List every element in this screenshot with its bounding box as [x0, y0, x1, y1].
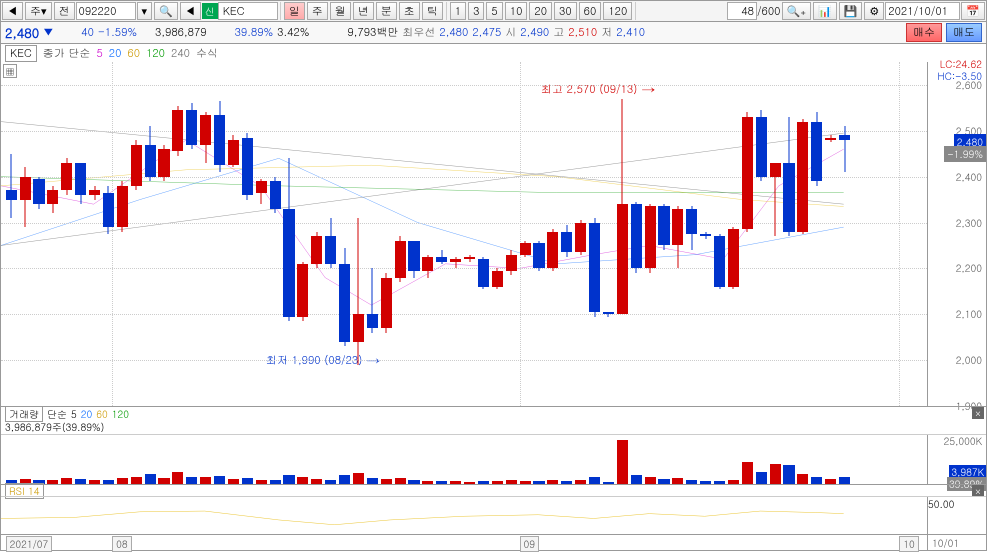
high-annotation: 최고 2,570 (09/13)→ [541, 79, 655, 99]
stock-name: KEC [218, 2, 278, 20]
vol-ma120: 120 [112, 407, 129, 421]
price-type-label: 종가 단순 [43, 46, 91, 61]
rsi-y-axis: 50.00 [928, 497, 986, 534]
volume: 3,986,879 [155, 25, 207, 40]
trade-amount: 9,793백만 [347, 25, 398, 40]
timeframe-week[interactable]: 주 [307, 2, 328, 20]
volume-pct: 39.89% [235, 25, 274, 40]
timeframe-year[interactable]: 년 [353, 2, 374, 20]
chart-type-icon[interactable]: 📊 [813, 2, 837, 20]
sell-button[interactable]: 매도 [946, 23, 982, 42]
chart-container: ▦ 최고 2,570 (09/13)→ 최저 1,990 (08/23)→ LC… [0, 62, 987, 551]
date-input[interactable] [885, 2, 960, 20]
interval-120[interactable]: 120 [603, 2, 632, 20]
interval-60[interactable]: 60 [579, 2, 602, 20]
calendar-icon[interactable]: 📅 [961, 2, 985, 20]
change-arrow-icon: ▼ [43, 25, 53, 40]
code-dropdown-icon[interactable]: ▾ [137, 2, 153, 20]
formula-button[interactable]: 수식 [196, 46, 218, 61]
volume-header: 거래량 단순 5 20 60 120 × [1, 406, 986, 420]
volume-chart: 25,000K 3,987K 39.89% [1, 434, 986, 484]
ma240-label: 240 [171, 46, 190, 61]
timeframe-sec[interactable]: 초 [399, 2, 420, 20]
buy-button[interactable]: 매수 [906, 23, 942, 42]
change-value: 40 [81, 25, 94, 40]
ma120-label: 120 [146, 46, 165, 61]
stock-code-input[interactable] [76, 2, 136, 20]
arrow-left-icon[interactable]: ◀ [180, 2, 201, 20]
ma20-label: 20 [109, 46, 122, 61]
chart-title: KEC [5, 45, 37, 62]
arrow-right-icon: → [641, 79, 655, 99]
interval-20[interactable]: 20 [529, 2, 552, 20]
high-price: 2,510 [568, 25, 597, 40]
low-label: 저 [601, 25, 612, 40]
ma60-label: 60 [127, 46, 140, 61]
close-panel-icon[interactable]: × [972, 407, 984, 419]
timeframe-min[interactable]: 분 [376, 2, 397, 20]
price-chart: ▦ 최고 2,570 (09/13)→ 최저 1,990 (08/23)→ LC… [1, 62, 986, 406]
volume-info: 3,986,879주(39.89%) [1, 420, 986, 434]
open-price: 2,490 [520, 25, 549, 40]
best-ask: 2,475 [472, 25, 501, 40]
open-label: 시 [505, 25, 516, 40]
period-dropdown[interactable]: 주 ▾ [25, 2, 52, 20]
page-input[interactable] [727, 2, 757, 20]
settings-icon[interactable]: ⚙ [864, 2, 884, 20]
credit-badge-icon: 신 [202, 3, 218, 19]
time-right-label: 10/01 [928, 535, 986, 550]
interval-5[interactable]: 5 [486, 2, 502, 20]
toolbar-top: ◀ 주 ▾ 전 ▾ 🔍 ◀ 신 KEC 일 주 월 년 분 초 틱 135102… [0, 0, 987, 22]
interval-1[interactable]: 1 [450, 2, 466, 20]
timeframe-month[interactable]: 월 [330, 2, 351, 20]
vol-ma5: 5 [71, 407, 77, 421]
timeframe-tick[interactable]: 틱 [422, 2, 443, 20]
best-bid: 2,480 [439, 25, 468, 40]
current-price: 2,480 [5, 23, 39, 42]
view-mode-icon[interactable]: ▦ [3, 64, 17, 78]
vol-ma60: 60 [96, 407, 107, 421]
zoom-in-icon[interactable]: 🔍₊ [782, 2, 812, 20]
interval-10[interactable]: 10 [505, 2, 528, 20]
rsi-chart: 50.00 [1, 496, 986, 534]
volume-y-axis: 25,000K 3,987K 39.89% [928, 435, 986, 484]
ma5-label: 5 [96, 46, 102, 61]
interval-30[interactable]: 30 [554, 2, 577, 20]
change-pct: -1.59% [98, 25, 137, 40]
toolbar-quote: 2,480 ▼ 40 -1.59% 3,986,879 39.89% 3.42%… [0, 22, 987, 44]
value-pct: 3.42% [277, 25, 309, 40]
vol-ma20: 20 [81, 407, 92, 421]
low-price: 2,410 [616, 25, 645, 40]
high-label: 고 [553, 25, 564, 40]
time-axis: 2021/07080910 10/01 [1, 534, 986, 550]
search-icon[interactable]: 🔍 [154, 2, 178, 20]
volume-title: 거래량 [5, 406, 43, 422]
save-icon[interactable]: 💾 [839, 2, 863, 20]
volume-type: 단순 [47, 407, 67, 421]
price-y-axis: LC:24.62 HC:-3.50 1,9002,0002,1002,2002,… [928, 62, 986, 406]
interval-3[interactable]: 3 [468, 2, 484, 20]
chart-header: KEC 종가 단순 5 20 60 120 240 수식 [0, 44, 987, 62]
priority-label: 최우선 [402, 25, 435, 40]
timeframe-day[interactable]: 일 [284, 2, 305, 20]
rsi-header: RSI 14 × [1, 484, 986, 496]
page-total: /600 [757, 4, 781, 19]
prev-button[interactable]: 전 [54, 2, 75, 20]
back-icon[interactable]: ◀ [2, 2, 23, 20]
